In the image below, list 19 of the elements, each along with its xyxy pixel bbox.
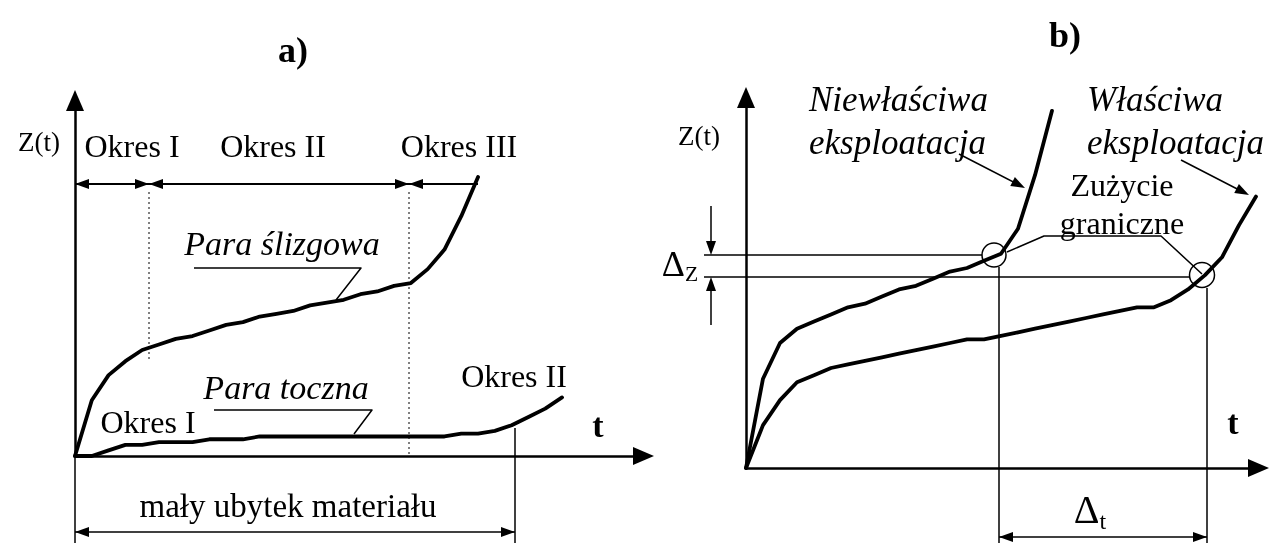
y-axis-title: Z(t) <box>18 126 60 157</box>
text: Okres I <box>84 128 180 164</box>
legend-label: Niewłaściwa eksploatacja <box>809 79 989 164</box>
text: Okres II <box>220 128 326 164</box>
chart-title: a) <box>278 30 308 70</box>
legend-label: Para ślizgowa <box>184 225 380 262</box>
text: Okres III <box>400 128 518 164</box>
x-axis-title: t <box>592 407 604 444</box>
series-label: Właściwa eksploatacja <box>1087 79 1265 164</box>
chart-title: b) <box>1048 15 1082 55</box>
series-label: Para toczna <box>203 369 369 406</box>
y-axis-title: Z(t) <box>678 120 720 151</box>
x-axis-title: t <box>1227 404 1239 441</box>
text: mały ubytek materiału <box>139 487 437 524</box>
text: Δ$_{Z}$ <box>661 244 699 287</box>
text: Δ$_{t}$ <box>1073 487 1107 534</box>
annotation: Okres II <box>461 358 567 394</box>
annotation: Okres I <box>100 404 196 440</box>
annotation: Zużycie graniczne <box>1058 166 1186 242</box>
